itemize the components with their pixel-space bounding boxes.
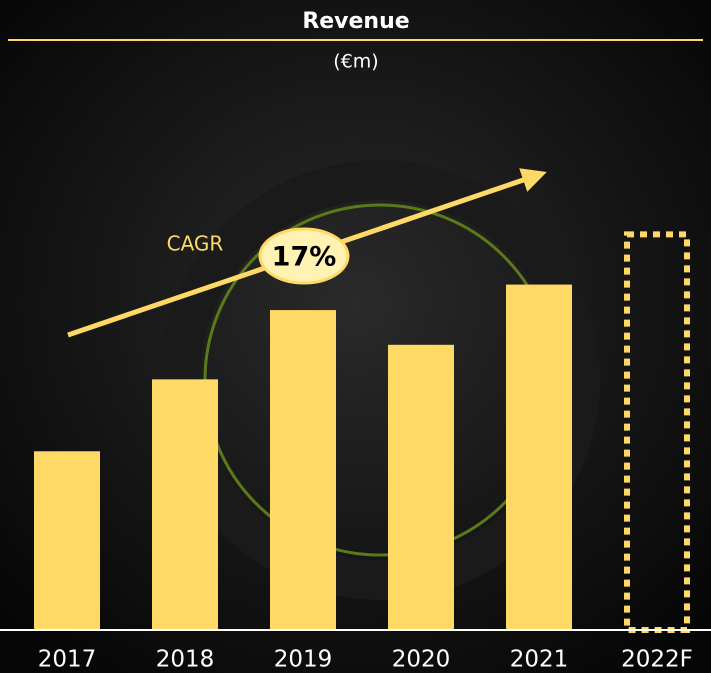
x-tick-label: 2022F — [621, 647, 693, 673]
bar — [152, 379, 218, 630]
bar — [388, 345, 454, 630]
x-tick-label: 2019 — [274, 647, 333, 673]
x-tick-label: 2017 — [38, 647, 97, 673]
x-tick-label: 2018 — [156, 647, 215, 673]
x-tick-label: 2021 — [510, 647, 569, 673]
cagr-label: CAGR — [167, 232, 224, 256]
cagr-rate: 17% — [272, 242, 337, 273]
x-tick-label: 2020 — [392, 647, 451, 673]
chart-subtitle: (€m) — [333, 51, 378, 73]
bar — [506, 285, 572, 630]
bar — [270, 310, 336, 630]
chart: Revenue (€m) 2017 2018 2019 2020 2021 2022F C… — [0, 0, 711, 673]
chart-title: Revenue — [302, 9, 409, 34]
bar — [34, 451, 100, 630]
